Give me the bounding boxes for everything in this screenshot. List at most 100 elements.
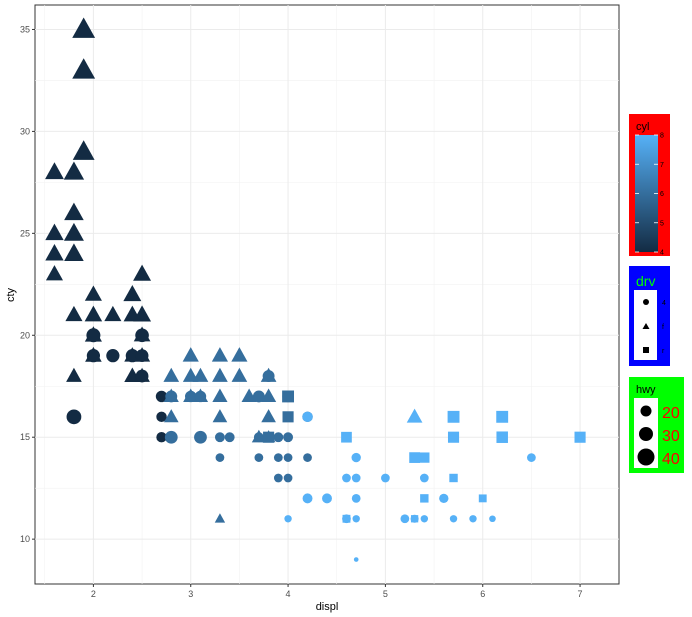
data-point-triangle — [45, 244, 64, 261]
data-point-square — [263, 431, 275, 443]
data-point-triangle — [261, 388, 277, 403]
data-point-triangle — [84, 285, 102, 301]
data-point-circle — [284, 515, 292, 523]
legend-cyl: cyl 4 5 6 7 8 — [629, 114, 670, 257]
data-point-triangle — [63, 222, 84, 241]
data-point-circle — [253, 432, 264, 443]
data-point-square — [409, 452, 420, 463]
data-point-triangle — [66, 367, 82, 382]
data-point-triangle — [72, 17, 96, 38]
data-point-circle — [273, 432, 284, 443]
data-point-circle — [351, 452, 361, 463]
colorbar-tick-label: 6 — [660, 191, 664, 198]
data-point-square — [447, 410, 460, 423]
data-point-circle — [252, 390, 265, 403]
data-point-circle — [156, 431, 167, 443]
data-point-circle — [353, 557, 359, 562]
legend-hwy-large-key — [637, 448, 655, 466]
y-axis-ticks: 10 15 20 25 30 35 — [20, 24, 35, 544]
data-point-square — [341, 431, 352, 443]
colorbar-tick-label: 4 — [660, 250, 664, 257]
data-point-square — [342, 514, 351, 523]
y-tick-label: 30 — [20, 126, 30, 136]
data-point-circle — [164, 430, 178, 444]
x-axis-ticks: 2 3 4 5 6 7 — [91, 584, 583, 599]
legend-hwy-label-40: 40 — [662, 451, 680, 468]
data-point-square — [419, 452, 430, 463]
legend-hwy-small-key — [640, 405, 652, 417]
data-point-circle — [194, 390, 207, 403]
data-point-circle — [86, 349, 100, 363]
legend-drv-circle-key — [643, 299, 649, 305]
data-point-triangle — [231, 367, 248, 382]
data-point-triangle — [214, 513, 226, 523]
data-point-triangle — [45, 265, 64, 281]
data-point-triangle — [72, 58, 96, 79]
data-point-triangle — [64, 202, 84, 221]
y-tick-label: 10 — [20, 534, 30, 544]
y-tick-label: 25 — [20, 228, 30, 238]
data-point-circle — [283, 473, 293, 483]
y-tick-label: 20 — [20, 330, 30, 340]
data-point-circle — [165, 390, 178, 403]
data-point-circle — [283, 432, 294, 443]
data-point-triangle — [123, 285, 142, 302]
x-tick-label: 2 — [91, 589, 96, 599]
data-point-triangle — [261, 409, 276, 423]
data-point-triangle — [241, 388, 257, 403]
grid-lines — [35, 5, 619, 584]
data-point-circle — [185, 390, 197, 403]
data-point-square — [449, 473, 458, 483]
x-tick-label: 7 — [578, 589, 583, 599]
data-point-square — [478, 494, 487, 503]
legend-cyl-ticks: 4 5 6 7 8 — [635, 133, 664, 257]
legend-drv: drv 4 f r — [629, 266, 670, 366]
legend-drv-label-3: r — [662, 348, 665, 355]
data-point-triangle — [182, 347, 199, 362]
legend-drv-label-2: f — [662, 324, 664, 331]
y-axis-label: cty — [5, 287, 17, 302]
x-axis-label: displ — [316, 601, 339, 613]
legend-hwy-label-30: 30 — [662, 428, 680, 445]
legend-cyl-colorbar — [635, 135, 658, 252]
data-point-triangle — [212, 388, 228, 403]
data-point-circle — [381, 473, 390, 483]
data-point-circle — [420, 515, 429, 523]
data-point-triangle — [64, 243, 84, 261]
data-point-square — [420, 494, 429, 503]
legend-hwy: hwy 20 30 40 — [629, 377, 684, 473]
data-point-triangle — [231, 347, 248, 362]
legend-hwy-label-20: 20 — [662, 405, 680, 422]
x-tick-label: 5 — [383, 589, 388, 599]
data-point-circle — [106, 349, 120, 363]
data-point-circle — [273, 453, 283, 462]
data-point-circle — [489, 515, 496, 523]
data-point-circle — [303, 453, 312, 462]
data-point-circle — [342, 473, 351, 483]
data-point-circle — [469, 515, 477, 523]
legend-hwy-title: hwy — [636, 384, 656, 396]
legend-drv-label-1: 4 — [662, 300, 666, 307]
data-point-circle — [449, 515, 458, 523]
data-point-triangle — [65, 305, 83, 322]
data-point-triangle — [63, 161, 85, 180]
data-point-circle — [352, 515, 360, 523]
data-point-circle — [135, 328, 149, 343]
x-tick-label: 4 — [286, 589, 291, 599]
data-points — [45, 17, 586, 562]
data-point-triangle — [163, 367, 180, 382]
data-point-triangle — [45, 162, 64, 180]
data-point-circle — [125, 349, 139, 363]
data-point-triangle — [212, 367, 228, 382]
data-point-triangle — [211, 347, 229, 362]
data-point-circle — [214, 432, 225, 443]
data-point-circle — [283, 453, 293, 462]
data-point-circle — [439, 493, 449, 504]
data-point-triangle — [163, 409, 179, 423]
data-point-circle — [194, 430, 207, 444]
y-tick-label: 15 — [20, 432, 30, 442]
data-point-circle — [273, 473, 283, 483]
colorbar-tick-label: 5 — [660, 220, 664, 227]
data-point-square — [496, 431, 508, 443]
legend-drv-title: drv — [636, 273, 655, 289]
